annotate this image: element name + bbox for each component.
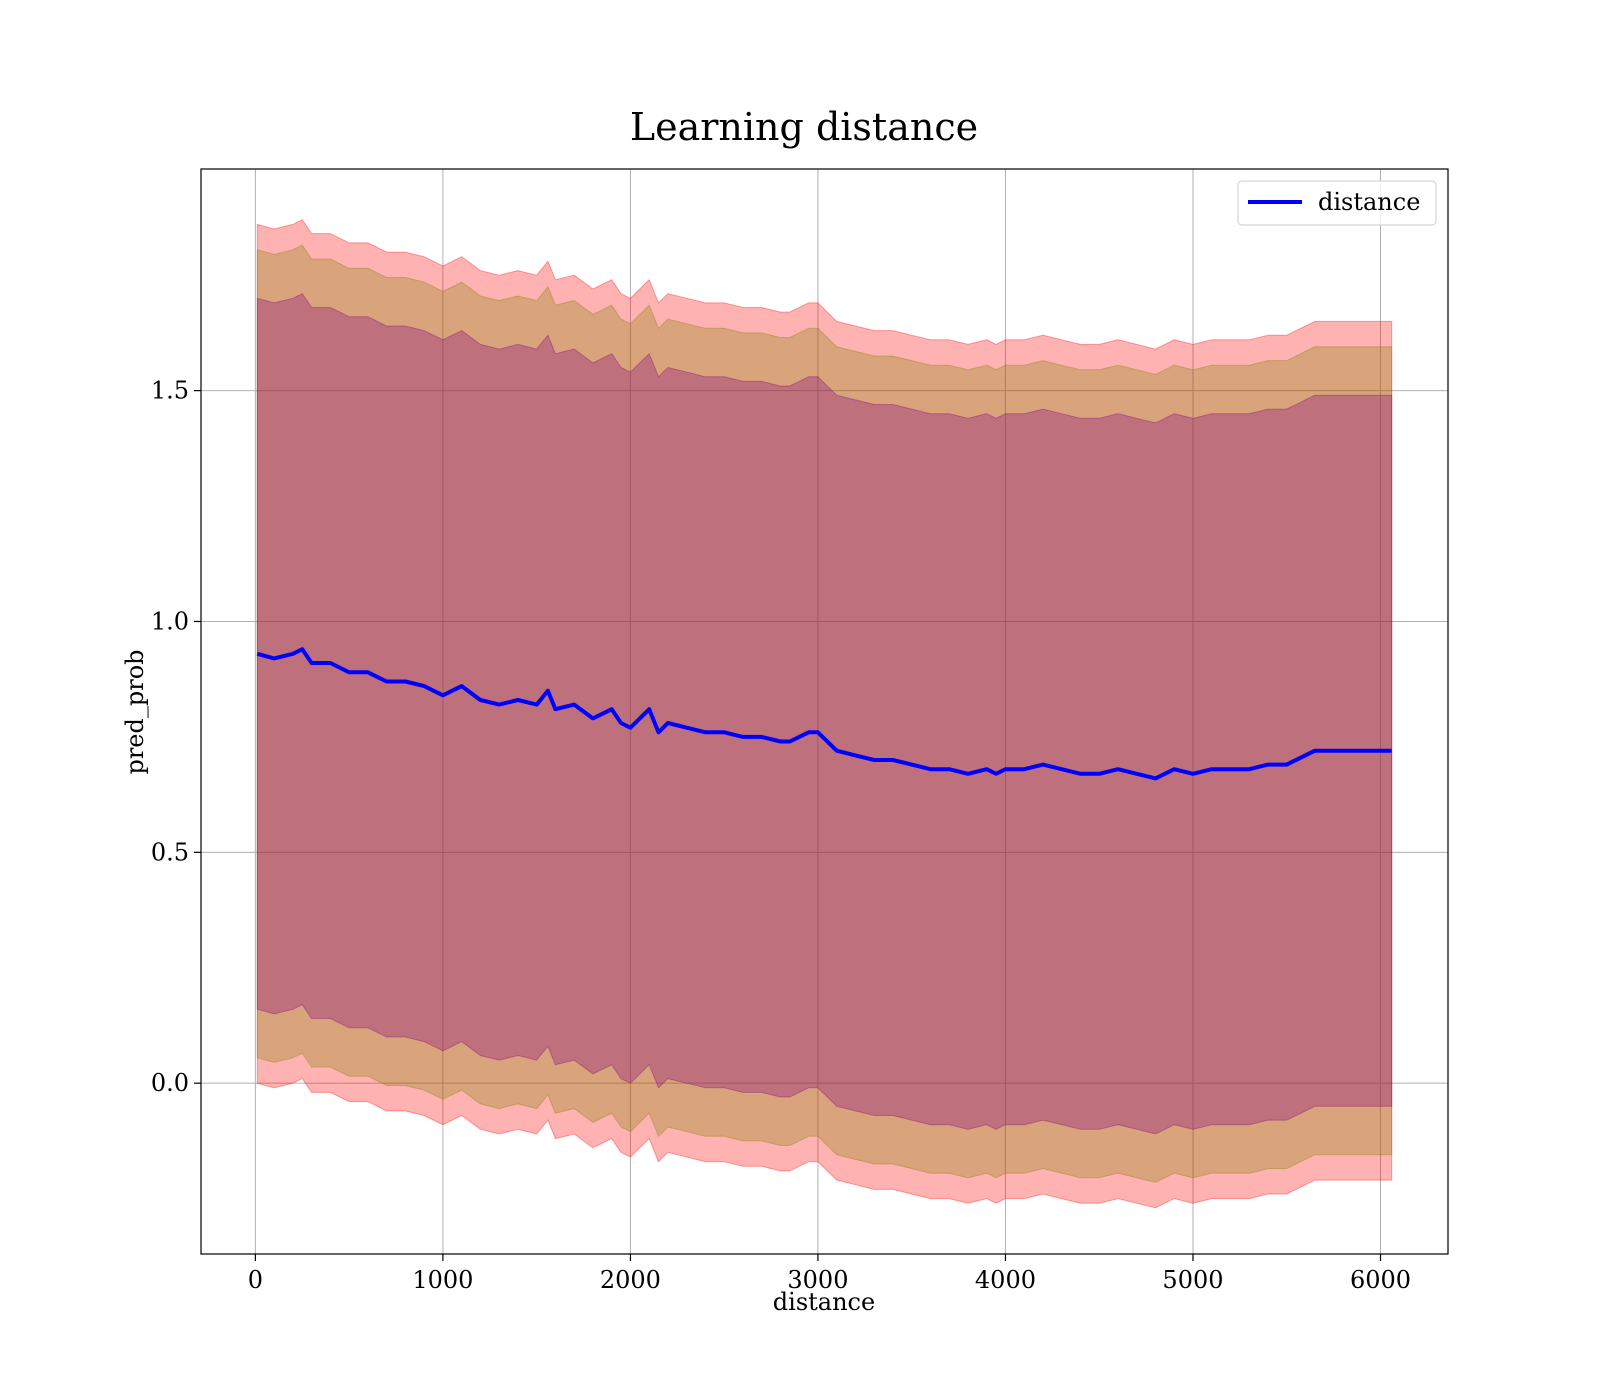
chart-title: Learning distance [630, 105, 978, 149]
legend-label-distance: distance [1318, 188, 1420, 216]
band-layer [256, 219, 1393, 1209]
line-layer [256, 647, 1392, 781]
series-line-distance [256, 647, 1392, 781]
y-tick-label: 1.0 [151, 607, 189, 635]
x-tick-label: 1000 [412, 1266, 473, 1294]
legend: distance [1237, 180, 1437, 226]
x-tick-label: 5000 [1162, 1266, 1223, 1294]
y-tick-label: 0.0 [151, 1069, 189, 1097]
band-inner [256, 293, 1393, 1135]
x-axis-label: distance [773, 1288, 875, 1316]
grid-lines [201, 169, 1448, 1254]
x-tick-label: 3000 [787, 1266, 848, 1294]
y-axis-ticks: 0.0 0.5 1.0 1.5 [151, 377, 201, 1097]
x-tick-label: 4000 [975, 1266, 1036, 1294]
y-axis-label: pred_prob [121, 649, 149, 774]
x-tick-label: 2000 [600, 1266, 661, 1294]
x-tick-label: 6000 [1350, 1266, 1411, 1294]
x-tick-label: 0 [248, 1266, 263, 1294]
legend-box [1237, 180, 1437, 226]
band-outer [256, 219, 1393, 1209]
y-tick-label: 0.5 [151, 838, 189, 866]
plot-frame [200, 168, 1449, 1255]
x-axis-ticks: 0 1000 2000 3000 4000 5000 6000 [248, 1254, 1411, 1294]
y-tick-label: 1.5 [151, 377, 189, 405]
band-mid [256, 244, 1393, 1183]
